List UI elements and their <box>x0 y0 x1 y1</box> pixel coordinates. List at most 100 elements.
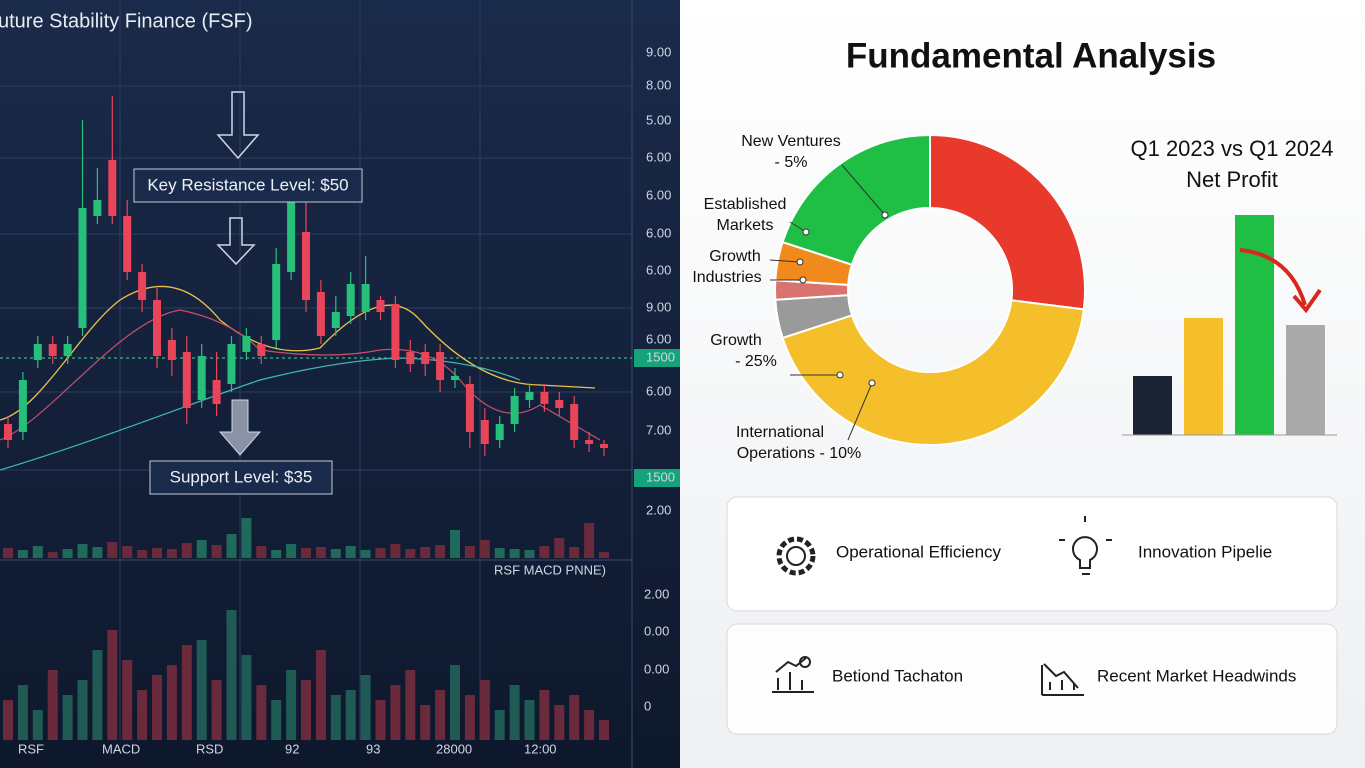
volume-bar <box>599 552 609 558</box>
indicator-bar <box>301 680 311 740</box>
support-label: Support Level: $35 <box>170 467 313 486</box>
volume-bar <box>315 547 326 558</box>
volume-bar <box>181 543 192 558</box>
candle-body <box>525 392 534 400</box>
volume-bar <box>122 546 133 558</box>
volume-bar <box>450 530 460 558</box>
candle-body <box>316 292 325 336</box>
candle-body <box>540 392 549 404</box>
volume-bar <box>539 546 550 558</box>
donut-label: Growth <box>709 248 761 265</box>
candle-body <box>33 344 42 360</box>
card-label: Recent Market Headwinds <box>1097 666 1296 685</box>
volume-bar <box>166 549 177 558</box>
indicator-bar <box>420 705 431 740</box>
candle-body <box>257 344 266 356</box>
indicator-bar <box>569 695 580 740</box>
price-axis-label: 2.00 <box>646 502 671 517</box>
icons <box>772 516 1112 696</box>
candle-body <box>361 284 370 312</box>
donut-label: Markets <box>717 217 774 234</box>
indicator-bar <box>3 700 13 740</box>
candle-body <box>406 352 415 364</box>
indicator-bar <box>17 685 28 740</box>
indicator-bar <box>435 690 446 740</box>
candle-body <box>346 284 355 316</box>
candle-body <box>108 160 117 216</box>
volume-bar <box>569 547 580 558</box>
volume-bar <box>107 542 118 558</box>
indicator-bar <box>166 665 177 740</box>
candle-body <box>331 312 340 328</box>
card-label: Innovation Pipelie <box>1138 542 1272 561</box>
donut-segment <box>929 133 1087 311</box>
donut-labels: New Ventures - 5% Established Markets Growth… <box>692 133 861 462</box>
candle-body <box>123 216 132 272</box>
indicator-bar <box>241 655 252 740</box>
price-axis-label: 6.00 <box>646 187 671 202</box>
indicator-bar <box>509 685 520 740</box>
volume-bar <box>494 548 505 558</box>
price-axis-label: 1500 <box>646 349 675 364</box>
indicator-bar <box>211 680 222 740</box>
volume-bar <box>241 518 252 558</box>
volume-bar <box>420 547 431 558</box>
volume-bar <box>17 550 28 558</box>
indicator-bar <box>450 665 460 740</box>
candle-body <box>227 344 236 384</box>
volume-bar <box>226 534 237 558</box>
arrow <box>218 399 262 456</box>
volume-bar <box>390 544 401 558</box>
donut-label: New Ventures <box>741 133 841 150</box>
x-label: RSD <box>196 741 223 756</box>
indicator-bar <box>226 610 237 740</box>
price-axis-label: 6.00 <box>646 262 671 277</box>
x-label: 28000 <box>436 741 472 756</box>
donut-label: Established <box>704 196 787 213</box>
volume-bar <box>137 550 148 558</box>
price-axis-label: 5.00 <box>646 112 671 127</box>
indicator-axis-label: 2.00 <box>644 586 669 601</box>
donut-label: International <box>736 424 824 441</box>
candle-body <box>480 420 489 444</box>
price-highlight <box>634 349 680 367</box>
indicator-bar <box>345 690 356 740</box>
price-axis-label: 6.00 <box>646 149 671 164</box>
indicator-bar <box>152 675 162 740</box>
indicator-bar <box>32 710 43 740</box>
volume-bar <box>330 549 341 558</box>
moving-average <box>0 285 596 421</box>
bar <box>1133 376 1172 435</box>
price-axis-label: 7.00 <box>646 422 671 437</box>
indicator-bar <box>479 680 490 740</box>
volume-bar <box>479 540 490 558</box>
bar <box>1235 215 1274 435</box>
indicator-bar <box>330 695 341 740</box>
candle-body <box>302 232 310 300</box>
grid <box>0 0 633 768</box>
candle-body <box>242 336 251 352</box>
candle-body <box>570 404 579 440</box>
candle-body <box>585 440 594 444</box>
volume-bar <box>509 549 520 558</box>
x-label: 92 <box>285 741 299 756</box>
indicator-bar <box>464 695 475 740</box>
volume-bar <box>345 546 356 558</box>
donut-label: Operations - 10% <box>737 445 862 462</box>
indicator-bar <box>315 650 326 740</box>
volume-bar <box>271 550 282 558</box>
volume-bar <box>256 546 267 558</box>
candle-body <box>451 376 459 380</box>
volume-bar <box>211 545 222 558</box>
candle-body <box>153 300 161 356</box>
indicator-bar <box>375 700 386 740</box>
candle-body <box>212 380 221 404</box>
donut-label: - 5% <box>775 154 808 171</box>
candle-body <box>138 272 147 300</box>
bar-subtitle: Net Profit <box>1186 167 1278 192</box>
volume-bar <box>92 547 103 558</box>
indicator-bar <box>256 685 267 740</box>
price-axis-label: 9.00 <box>646 299 671 314</box>
leader-lines <box>769 164 889 441</box>
